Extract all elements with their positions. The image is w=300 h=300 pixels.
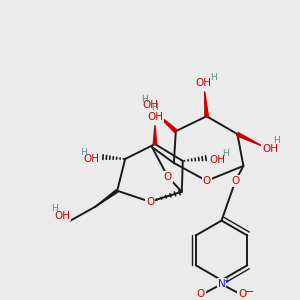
Text: OH: OH xyxy=(83,154,99,164)
Text: H: H xyxy=(80,148,87,157)
Text: O: O xyxy=(196,289,205,299)
Text: H: H xyxy=(273,136,280,145)
Text: H: H xyxy=(141,95,147,104)
Text: O: O xyxy=(146,197,154,207)
Text: O: O xyxy=(231,176,240,186)
Text: OH: OH xyxy=(210,155,226,165)
Text: O: O xyxy=(238,289,247,299)
Text: OH: OH xyxy=(196,79,212,88)
Polygon shape xyxy=(95,190,118,207)
Text: H: H xyxy=(222,148,229,158)
Text: −: − xyxy=(245,287,254,297)
Text: O: O xyxy=(164,172,172,182)
Text: OH: OH xyxy=(147,112,163,122)
Polygon shape xyxy=(154,111,177,132)
Text: OH: OH xyxy=(55,211,70,220)
Text: +: + xyxy=(223,276,230,285)
Text: H: H xyxy=(51,204,58,213)
Text: N: N xyxy=(218,279,225,289)
Polygon shape xyxy=(205,92,208,116)
Text: OH: OH xyxy=(262,144,278,154)
Text: H: H xyxy=(210,73,217,82)
Polygon shape xyxy=(237,133,262,146)
Text: O: O xyxy=(202,176,211,186)
Text: OH: OH xyxy=(142,100,158,110)
Polygon shape xyxy=(153,125,157,144)
Text: H: H xyxy=(152,103,158,112)
